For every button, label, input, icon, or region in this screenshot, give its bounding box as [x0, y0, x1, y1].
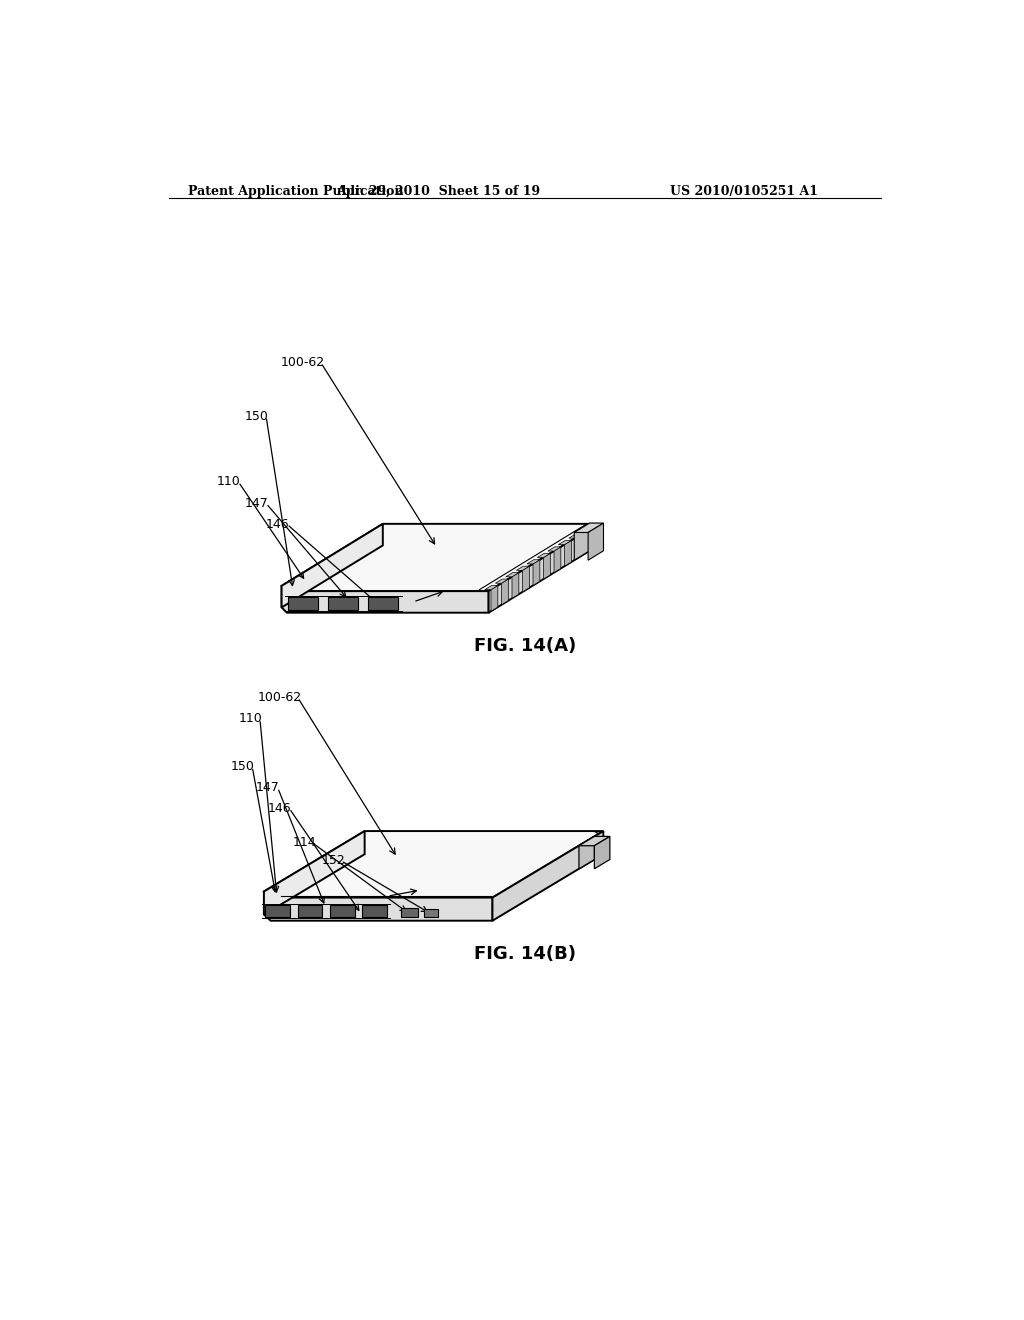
Text: Apr. 29, 2010  Sheet 15 of 19: Apr. 29, 2010 Sheet 15 of 19 [337, 185, 541, 198]
Polygon shape [282, 524, 598, 591]
Polygon shape [564, 540, 571, 566]
Polygon shape [506, 573, 519, 577]
Text: 150: 150 [230, 760, 255, 774]
Text: 152: 152 [322, 854, 345, 867]
Polygon shape [586, 528, 592, 553]
Text: 110: 110 [217, 475, 241, 488]
Polygon shape [329, 598, 357, 610]
Polygon shape [538, 553, 550, 557]
Polygon shape [400, 908, 418, 917]
Polygon shape [362, 906, 387, 917]
Polygon shape [265, 906, 290, 917]
Text: 147: 147 [245, 496, 268, 510]
Text: 100-62: 100-62 [281, 356, 325, 370]
Polygon shape [580, 528, 592, 532]
Polygon shape [527, 560, 540, 564]
Polygon shape [264, 832, 365, 915]
Text: 146: 146 [267, 801, 291, 814]
Polygon shape [534, 560, 540, 586]
Polygon shape [575, 535, 582, 560]
Polygon shape [424, 909, 438, 917]
Polygon shape [574, 523, 590, 560]
Polygon shape [594, 837, 610, 869]
Polygon shape [574, 523, 603, 532]
Polygon shape [493, 832, 603, 921]
Polygon shape [282, 586, 488, 612]
Polygon shape [298, 906, 323, 917]
Polygon shape [488, 524, 598, 612]
Polygon shape [289, 598, 317, 610]
Polygon shape [522, 566, 529, 591]
Polygon shape [490, 586, 498, 611]
Polygon shape [282, 524, 383, 607]
Polygon shape [579, 837, 610, 846]
Text: Patent Application Publication: Patent Application Publication [188, 185, 403, 198]
Text: 114: 114 [292, 836, 315, 849]
Polygon shape [579, 837, 595, 869]
Polygon shape [544, 553, 550, 579]
Polygon shape [548, 546, 561, 550]
Polygon shape [569, 535, 582, 539]
Text: 146: 146 [265, 517, 289, 531]
Polygon shape [554, 546, 561, 573]
Text: 150: 150 [245, 409, 268, 422]
Polygon shape [330, 906, 354, 917]
Polygon shape [512, 573, 519, 598]
Polygon shape [502, 579, 508, 605]
Text: 110: 110 [239, 713, 262, 726]
Polygon shape [588, 523, 603, 560]
Polygon shape [516, 566, 529, 570]
Text: 100-62: 100-62 [258, 690, 302, 704]
Polygon shape [496, 579, 508, 583]
Polygon shape [264, 891, 493, 921]
Text: FIG. 14(B): FIG. 14(B) [474, 945, 575, 964]
Polygon shape [264, 832, 603, 898]
Text: FIG. 14(A): FIG. 14(A) [474, 638, 575, 655]
Polygon shape [558, 540, 571, 545]
Text: 147: 147 [256, 781, 280, 795]
Text: US 2010/0105251 A1: US 2010/0105251 A1 [670, 185, 817, 198]
Polygon shape [484, 586, 498, 590]
Polygon shape [369, 598, 397, 610]
